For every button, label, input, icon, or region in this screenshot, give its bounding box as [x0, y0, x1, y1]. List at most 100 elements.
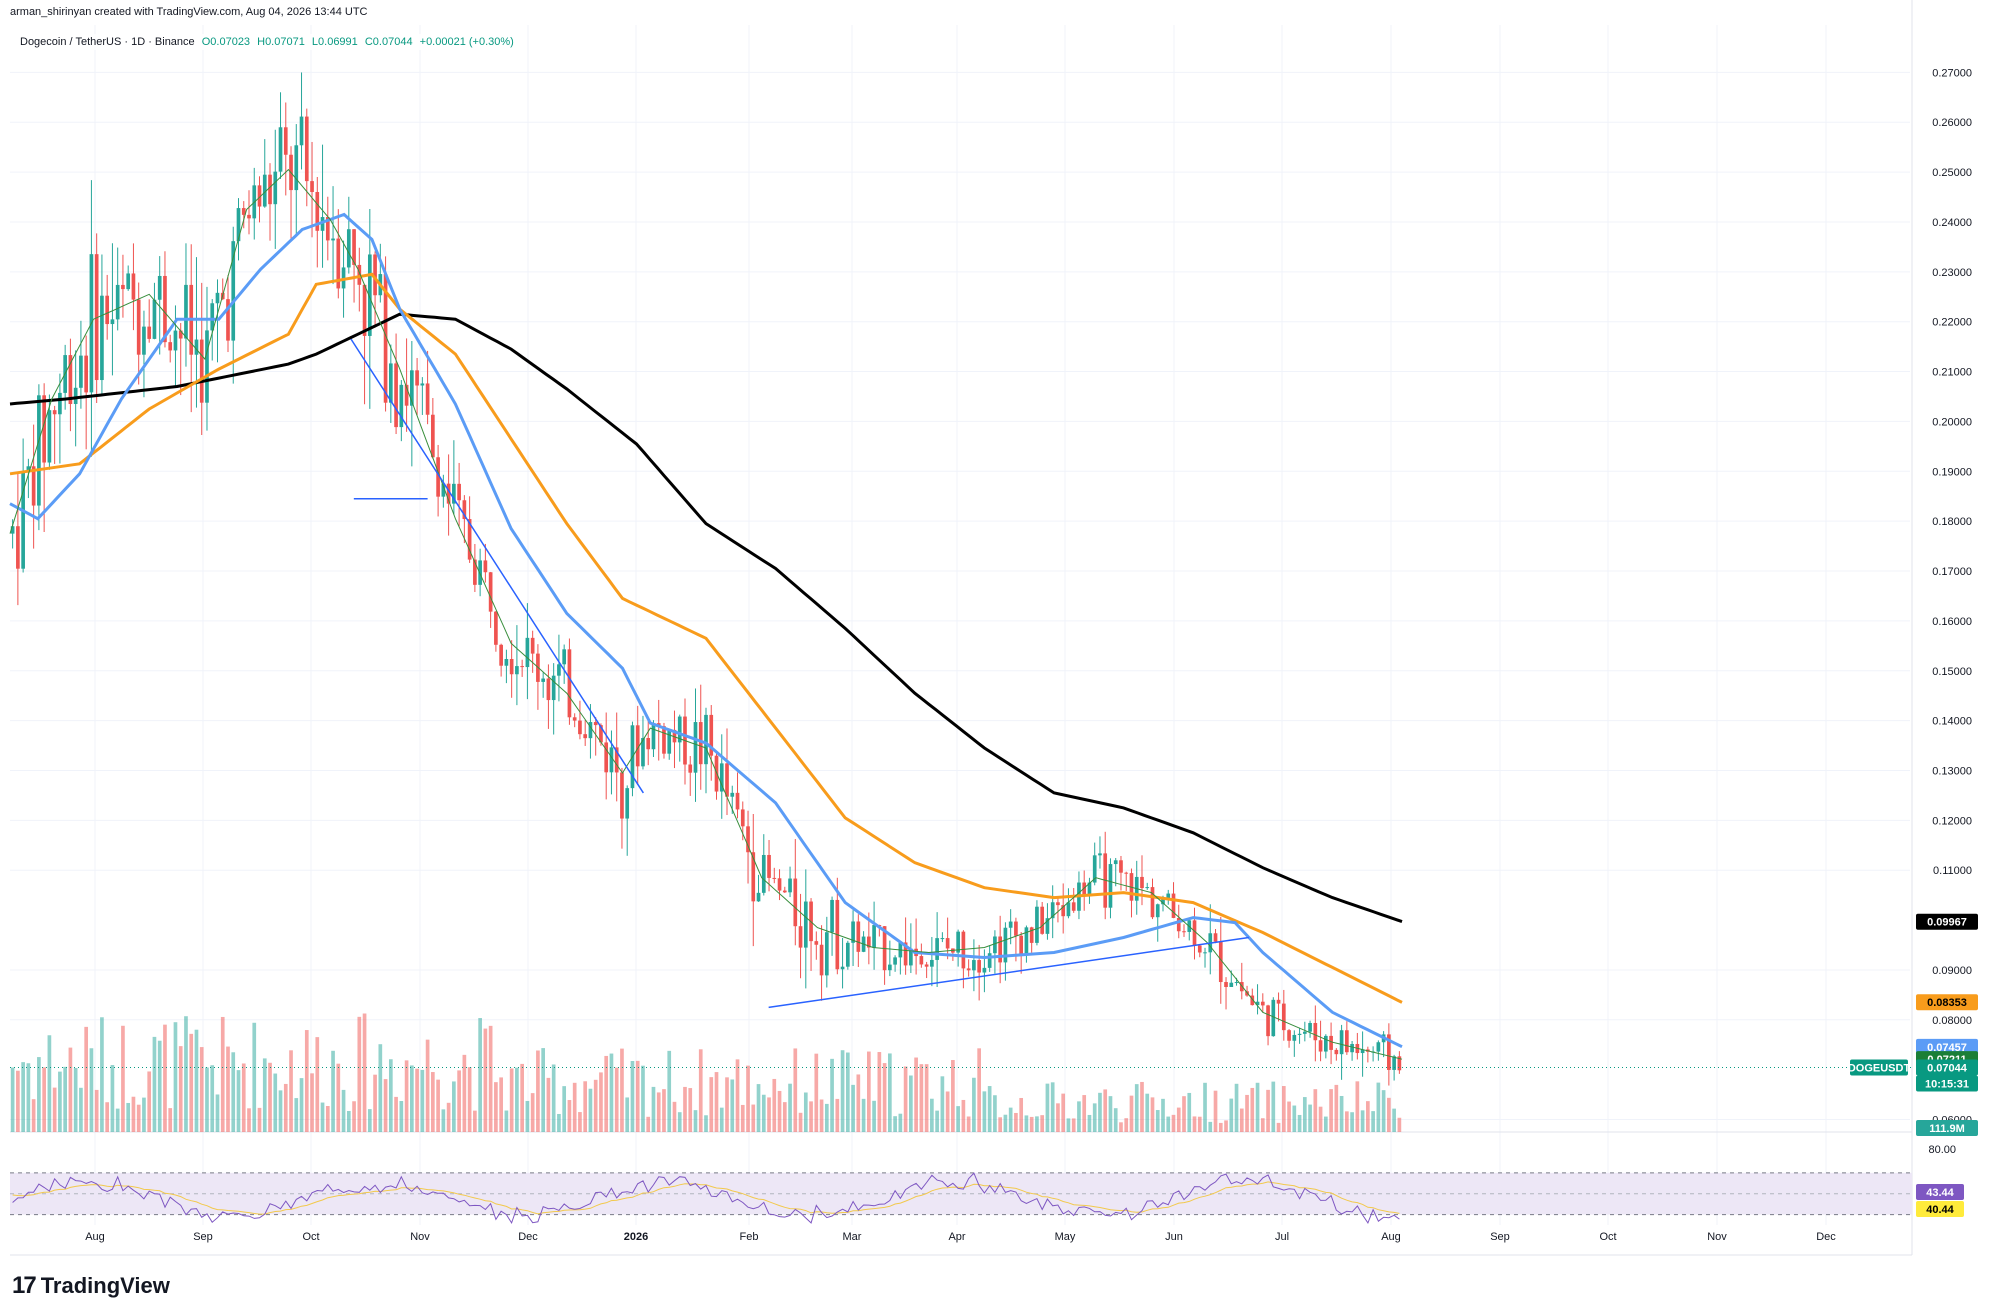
volume-bar	[1381, 1090, 1386, 1132]
candle-body	[16, 526, 20, 569]
volume-bar	[536, 1050, 540, 1132]
candle-body	[84, 355, 89, 393]
candle-body	[299, 116, 304, 146]
time-tick-label: Nov	[410, 1231, 430, 1243]
price-tick-label: 0.15000	[1932, 666, 1972, 678]
symbol-name[interactable]: Dogecoin / TetherUS · 1D · Binance	[20, 36, 195, 48]
candle-body	[1140, 876, 1144, 889]
rsi-level-label: 80.00	[1928, 1144, 1956, 1156]
candle-body	[420, 383, 425, 386]
candle-body	[494, 611, 498, 645]
time-tick-label: Nov	[1707, 1231, 1727, 1243]
candle-body	[94, 254, 99, 381]
candle-body	[336, 238, 341, 289]
volume-bar	[483, 1028, 488, 1132]
candle-body	[1266, 1005, 1270, 1037]
candle-body	[383, 274, 388, 403]
symbol-legend: Dogecoin / TetherUS · 1D · Binance O0.07…	[16, 34, 522, 50]
candle-body	[945, 938, 950, 949]
candle-body	[698, 722, 703, 765]
volume-bar	[352, 1101, 356, 1132]
candle-body	[178, 330, 183, 339]
candle-body	[1260, 1001, 1265, 1006]
volume-bar	[1203, 1082, 1207, 1132]
candle-body	[1150, 887, 1155, 918]
candle-body	[362, 284, 367, 336]
volume-bar	[473, 1110, 477, 1132]
volume-bar	[1287, 1101, 1291, 1132]
candle-body	[1245, 991, 1249, 996]
volume-bar	[478, 1018, 482, 1132]
candle-body	[273, 171, 278, 205]
candle-body	[79, 355, 83, 388]
candle-body	[1281, 1003, 1286, 1031]
candle-body	[1176, 917, 1181, 932]
candle-body	[767, 854, 771, 878]
volume-bar	[1213, 1090, 1218, 1132]
time-tick-label: Dec	[1816, 1231, 1836, 1243]
candle-body	[184, 284, 188, 339]
volume-bar	[488, 1025, 493, 1132]
candle-body	[210, 303, 215, 331]
volume-bar	[1313, 1089, 1318, 1132]
volume-bar	[1161, 1098, 1165, 1132]
candle-body	[840, 966, 845, 970]
volume-bar	[1071, 1118, 1076, 1132]
volume-bar	[956, 1106, 960, 1132]
volume-bar	[462, 1054, 467, 1132]
candle-body	[131, 273, 136, 300]
price-tick-label: 0.24000	[1932, 217, 1972, 229]
candle-body	[1229, 982, 1234, 987]
tradingview-logo[interactable]: 17 TradingView	[12, 1272, 170, 1300]
volume-bar	[1192, 1116, 1197, 1132]
candle-body	[52, 410, 57, 415]
volume-bar	[1302, 1097, 1307, 1132]
candle-body	[525, 637, 530, 668]
volume-bar	[1134, 1084, 1139, 1132]
volume-bar	[525, 1100, 530, 1132]
volume-bar	[79, 1087, 83, 1132]
volume-bar	[924, 1064, 929, 1132]
candle-body	[987, 953, 992, 968]
candle-body	[367, 254, 372, 336]
price-tick-label: 0.16000	[1932, 616, 1972, 628]
volume-bar	[1077, 1101, 1081, 1132]
volume-bar	[278, 1090, 283, 1132]
volume-bar	[378, 1044, 383, 1132]
candle-body	[604, 742, 609, 773]
candle-body	[641, 738, 645, 767]
volume-bar	[294, 1098, 299, 1132]
candle-body	[557, 664, 561, 676]
candle-body	[1218, 941, 1223, 983]
price-tick-label: 0.20000	[1932, 416, 1972, 428]
volume-bar	[798, 1112, 803, 1132]
volume-bar	[1061, 1093, 1066, 1132]
volume-bar	[1397, 1117, 1402, 1132]
open-value: O0.07023	[201, 36, 251, 48]
candle-body	[1197, 945, 1202, 953]
price-tag	[1916, 1059, 1978, 1076]
time-tick-label: Dec	[518, 1231, 538, 1243]
countdown-label: 10:15:31	[1925, 1078, 1969, 1090]
volume-bar	[588, 1088, 593, 1132]
candle-body	[304, 116, 309, 182]
candle-body	[173, 330, 178, 351]
volume-bar	[809, 1101, 813, 1132]
volume-bar	[945, 1091, 950, 1132]
volume-bar	[215, 1094, 220, 1132]
candle-body	[872, 925, 876, 948]
volume-bar	[972, 1077, 976, 1132]
volume-bar	[1318, 1106, 1323, 1132]
volume-bar	[1392, 1108, 1396, 1132]
candle-body	[168, 342, 173, 351]
candle-body	[719, 763, 724, 792]
volume-bar	[877, 1052, 882, 1132]
volume-bar	[1108, 1096, 1113, 1132]
candle-body	[1098, 853, 1102, 856]
volume-bar	[888, 1053, 892, 1132]
candle-body	[478, 560, 482, 585]
volume-bar	[331, 1050, 335, 1132]
time-tick-label: Sep	[193, 1231, 213, 1243]
volume-bar	[1155, 1110, 1160, 1132]
